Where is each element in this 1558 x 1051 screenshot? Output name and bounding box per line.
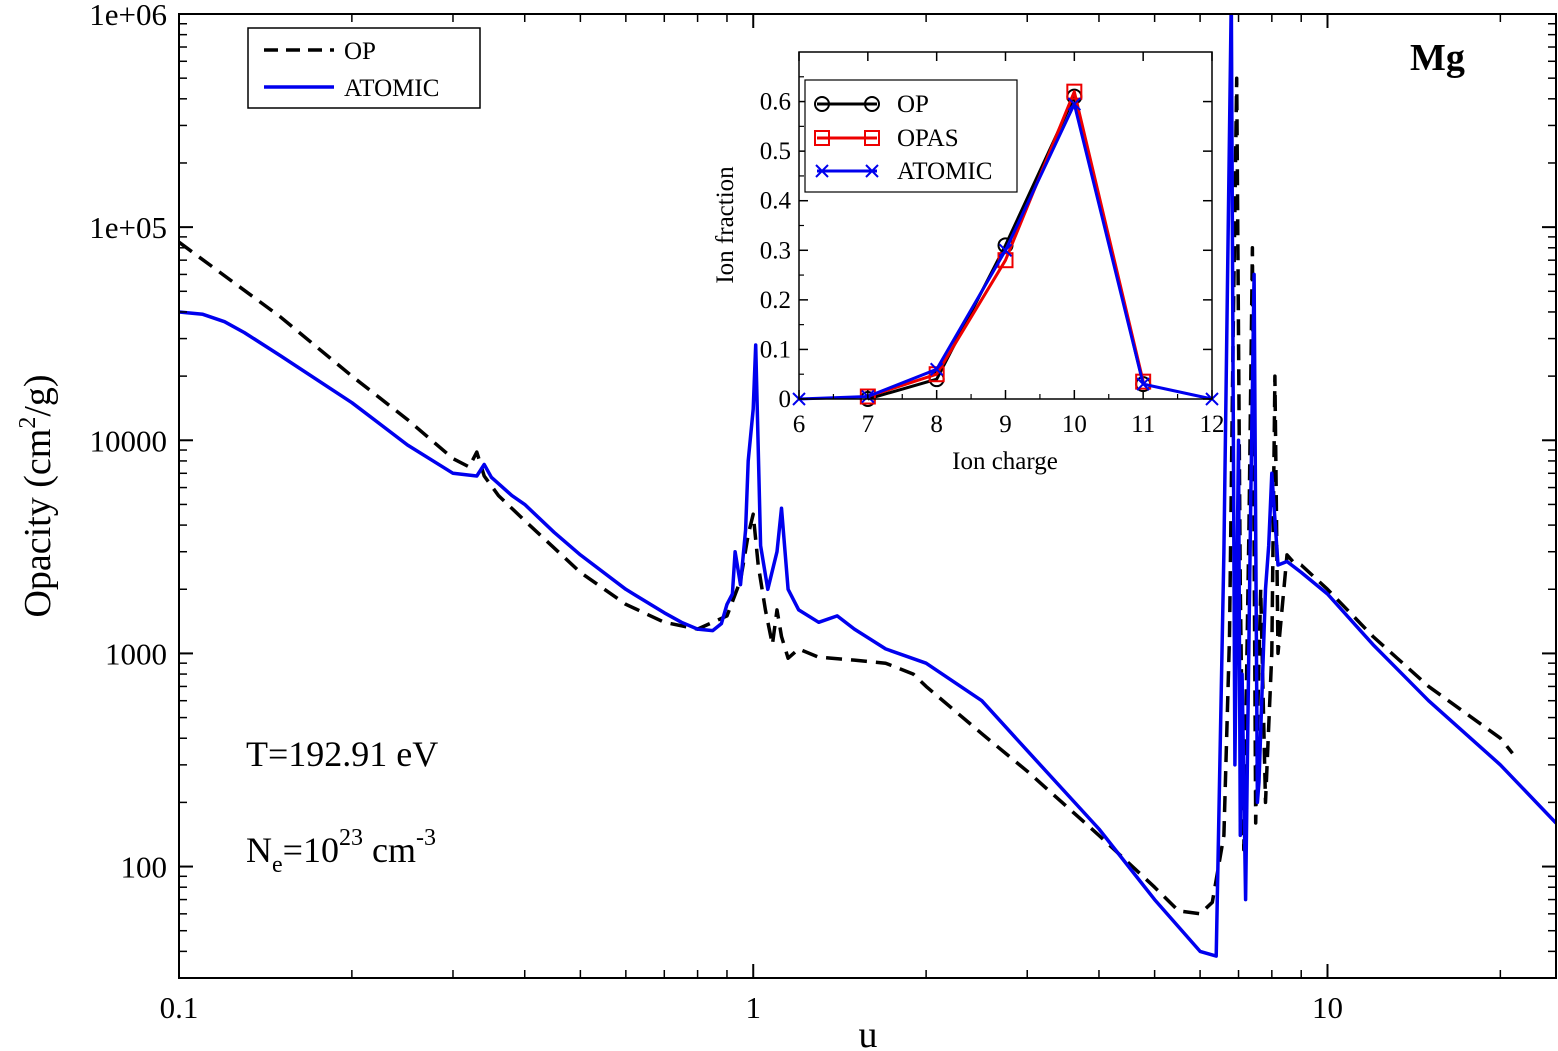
main-x-tick-label: 1 (745, 990, 761, 1025)
main-x-axis-title: u (859, 1014, 878, 1051)
legend-label-op: OP (344, 38, 376, 65)
inset-legend-box (804, 79, 1018, 193)
density-unit: cm (363, 830, 416, 870)
inset-x-tick-label: 9 (999, 411, 1012, 438)
inset-plot: 6 7 8 9 10 11 12 0 0.1 0.2 0.3 0.4 0.5 0.6 Ion charg… (712, 51, 1225, 475)
main-x-tick-label: 10 (1312, 990, 1343, 1025)
inset-x-tick-label: 10 (1062, 411, 1087, 438)
main-series-atomic-line (179, 14, 1556, 958)
inset-y-tick-label: 0.2 (760, 287, 791, 314)
inset-legend-marker-opas-2 (864, 130, 880, 146)
inset-y-tick-label: 0.6 (760, 89, 791, 116)
main-y-tick-label: 1000 (105, 636, 167, 671)
density-sub: e (272, 852, 283, 878)
main-y-axis-title-sup: 2 (15, 417, 41, 429)
main-y-tick-label: 10000 (90, 423, 168, 458)
inset-x-tick-label: 7 (862, 411, 875, 438)
density-exp: 23 (339, 825, 363, 851)
main-x-tick-label: 0.1 (160, 990, 199, 1025)
main-y-axis-title: Opacity (cm2/g) (15, 374, 59, 617)
inset-legend-marker-opas-1 (814, 130, 830, 146)
main-y-tick-label: 100 (121, 850, 168, 885)
main-legend-box (247, 27, 481, 109)
main-series-op-line (179, 76, 1514, 916)
density-base: N (246, 830, 272, 870)
inset-x-tick-label: 6 (793, 411, 806, 438)
inset-y-tick-label: 0 (779, 386, 792, 413)
main-plot-frame (178, 13, 1557, 979)
inset-legend-marker-op-2 (864, 96, 880, 112)
inset-x-tick-label: 12 (1200, 411, 1225, 438)
inset-x-ticks: 6 7 8 9 10 11 12 (793, 52, 1225, 438)
inset-y-tick-label: 0.4 (760, 188, 792, 215)
inset-legend-marker-atomic-2 (865, 164, 879, 178)
inset-x-tick-label: 8 (930, 411, 943, 438)
main-y-axis-title-suffix: /g) (17, 374, 59, 416)
element-label: Mg (1410, 37, 1465, 79)
temperature-annotation: T=192.91 eV (246, 734, 438, 774)
inset-point-opas (1135, 373, 1152, 390)
inset-x-axis-title: Ion charge (952, 448, 1058, 475)
main-x-ticks: 0.1 1 10 (160, 14, 1502, 1025)
inset-legend-label-opas: OPAS (897, 125, 959, 152)
inset-y-axis-title: Ion fraction (712, 166, 739, 284)
legend-label-atomic: ATOMIC (344, 75, 439, 102)
main-legend: OP ATOMIC (247, 27, 481, 109)
inset-legend-marker-atomic-1 (815, 164, 829, 178)
inset-y-tick-label: 0.1 (760, 336, 791, 363)
inset-legend: OP OPAS ATOMIC (804, 79, 1018, 193)
inset-point-atomic (1136, 377, 1150, 391)
inset-y-tick-label: 0.5 (760, 138, 791, 165)
inset-legend-marker-op-1 (814, 96, 830, 112)
inset-legend-label-op: OP (897, 91, 929, 118)
inset-point-atomic (929, 362, 944, 376)
inset-point-atomic (1067, 97, 1082, 111)
inset-y-ticks: 0 0.1 0.2 0.3 0.4 0.5 0.6 (760, 76, 1212, 413)
main-y-axis-title-prefix: Opacity (cm (17, 429, 59, 618)
inset-legend-label-atomic: ATOMIC (897, 158, 992, 185)
inset-point-opas (1066, 83, 1083, 100)
density-unit-exp: -3 (416, 825, 436, 851)
inset-y-tick-label: 0.3 (760, 237, 791, 264)
density-annotation: Ne=1023 cm-3 (246, 825, 436, 878)
density-mid: =10 (283, 830, 339, 870)
main-y-tick-label: 1e+05 (89, 210, 167, 245)
main-series-group (179, 14, 1556, 958)
inset-point-atomic (998, 243, 1013, 257)
main-y-tick-label: 1e+06 (89, 0, 167, 32)
inset-x-tick-label: 11 (1131, 411, 1155, 438)
inset-series-opas-line (867, 90, 1145, 398)
